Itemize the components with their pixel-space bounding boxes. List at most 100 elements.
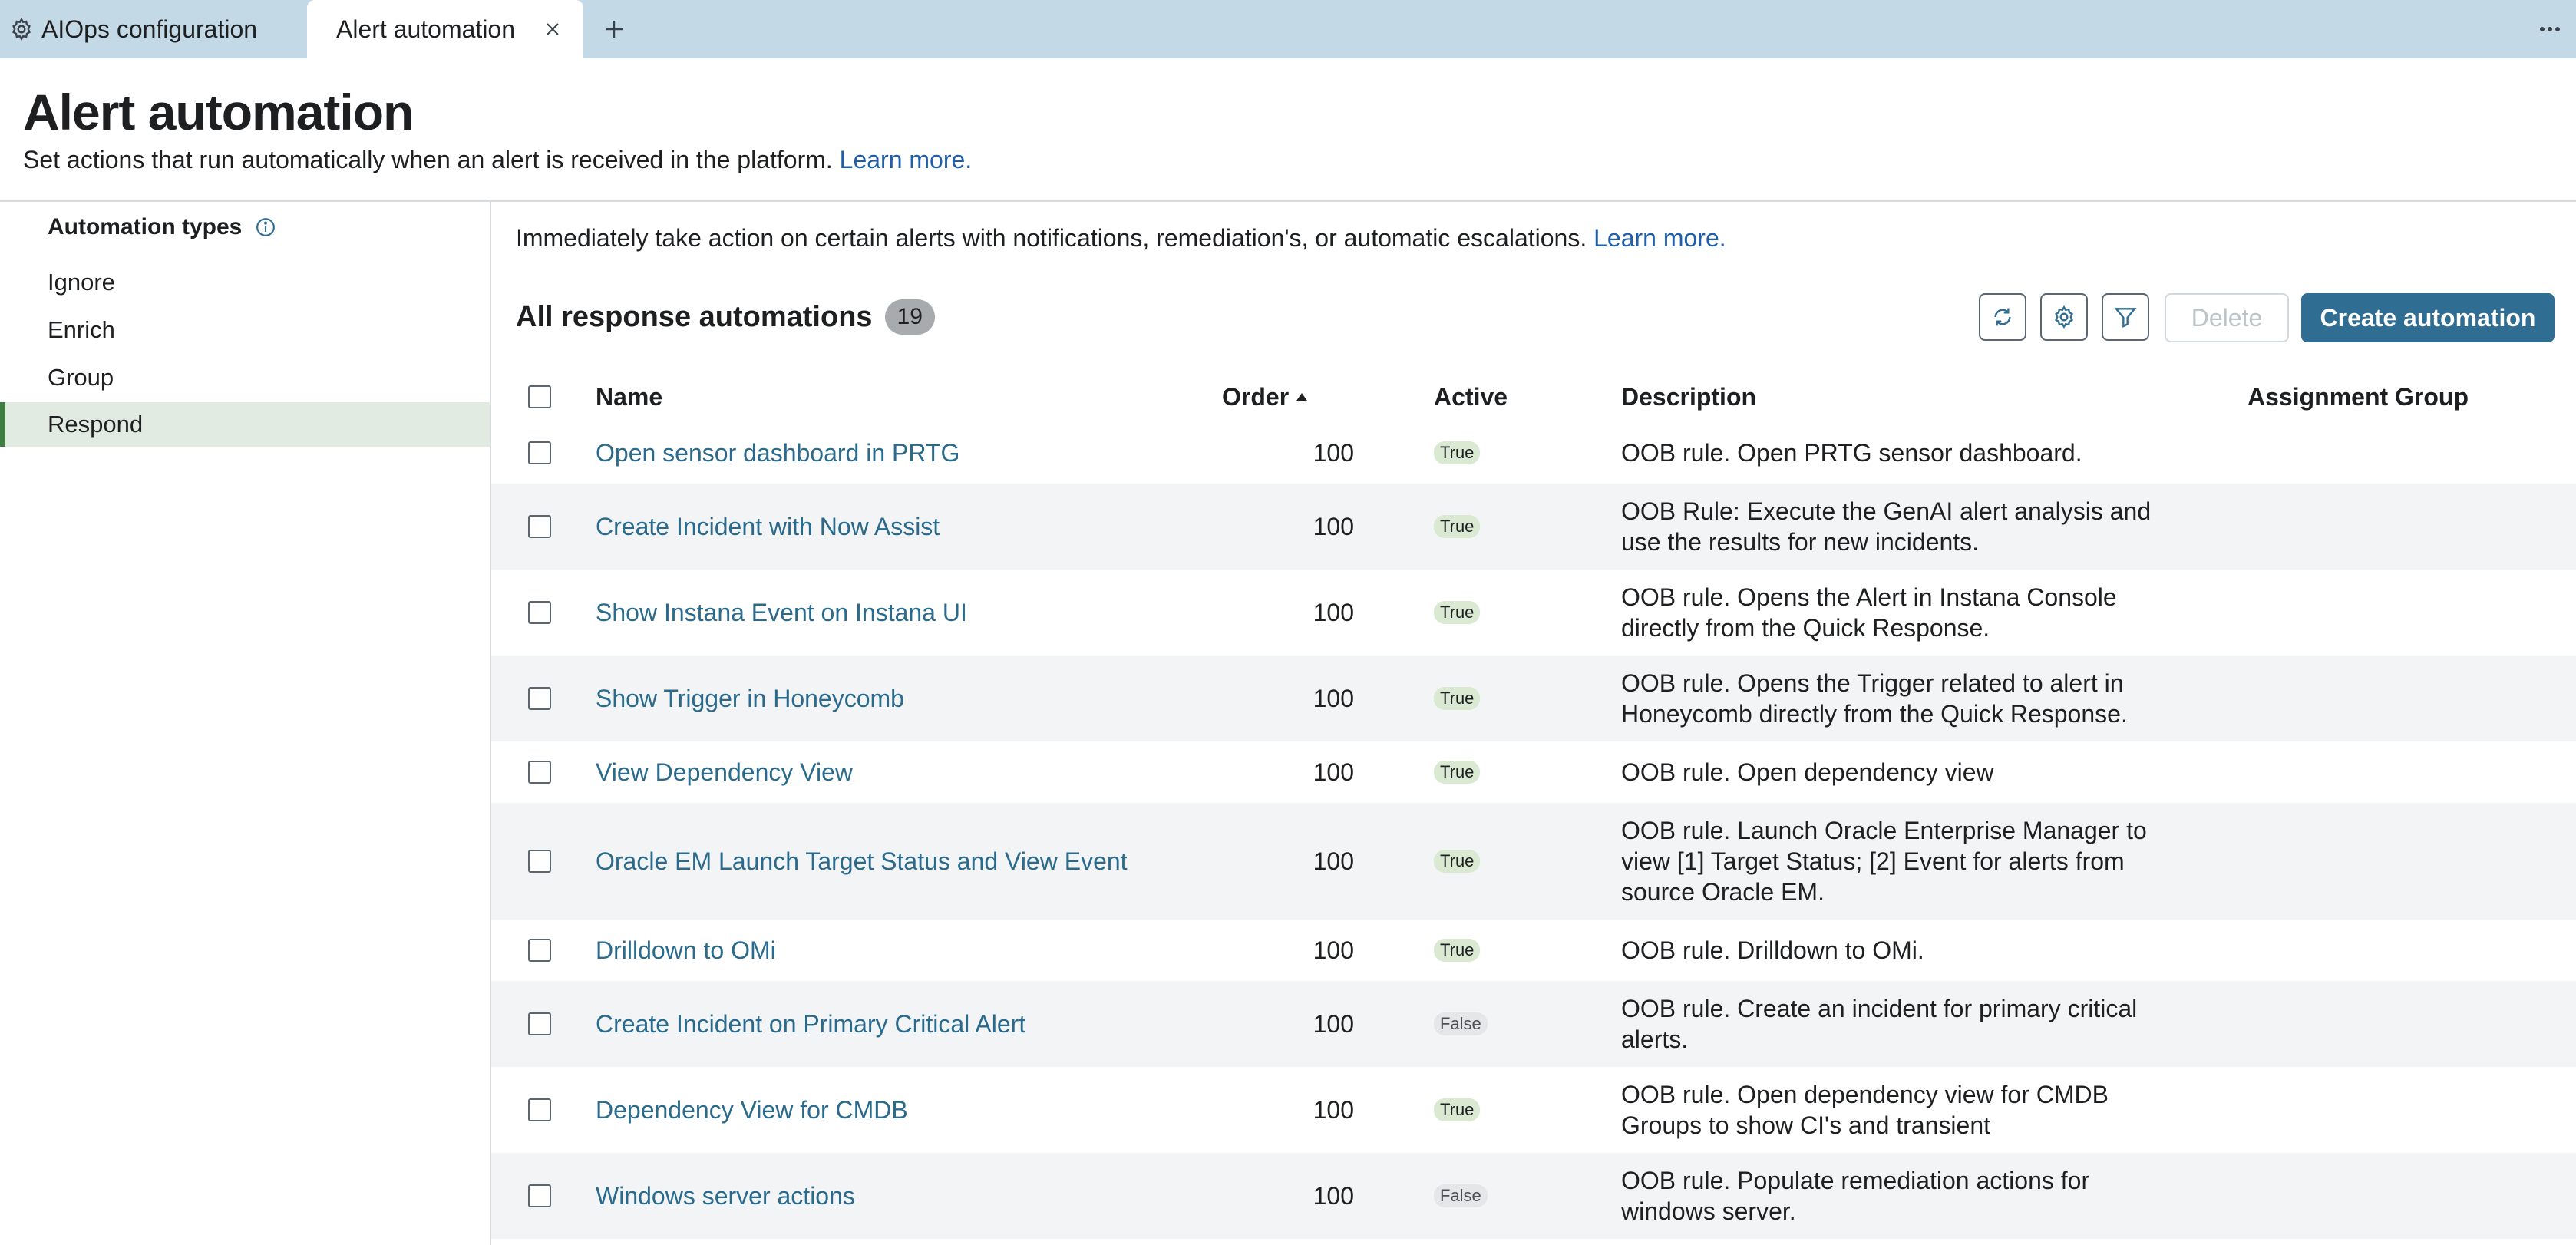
description-text: OOB rule. Open dependency view for CMDB … [1621,1081,2109,1139]
automation-name-link[interactable]: Create Incident with Now Assist [596,512,940,540]
active-badge: True [1434,441,1481,465]
active-cell: True [1434,1067,1481,1153]
intro-description: Immediately take action on certain alert… [516,224,1587,252]
select-all-checkbox[interactable] [528,385,551,408]
description-text: OOB rule. Drilldown to OMi. [1621,936,1924,964]
filter-button[interactable] [2102,293,2149,341]
automation-name-link[interactable]: View Dependency View [596,758,854,786]
intro-text: Immediately take action on certain alert… [516,224,1726,253]
tab-aiops-configuration[interactable]: AIOps configuration [9,0,257,58]
description-text: OOB rule. Opens the Alert in Instana Con… [1621,583,2117,642]
subtitle-text: Set actions that run automatically when … [23,146,833,173]
description-text: OOB rule. Opens the Trigger related to a… [1621,669,2128,728]
table-body: Open sensor dashboard in PRTG 100 True OOB … [491,422,2576,1239]
sidebar-item-label: Ignore [48,269,115,296]
sidebar-item-label: Group [48,364,114,391]
row-checkbox[interactable] [528,939,551,962]
row-checkbox-cell [528,656,551,741]
row-checkbox[interactable] [528,1012,551,1035]
sidebar: Automation types Ignore Enrich Group Res… [0,202,491,1245]
section-title-label: All response automations [516,300,873,333]
create-automation-button[interactable]: Create automation [2301,293,2555,342]
row-checkbox-cell [528,484,551,570]
table-row[interactable]: Create Incident with Now Assist 100 True OO… [491,484,2576,570]
learn-more-link[interactable]: Learn more. [1593,224,1726,252]
gear-icon [9,17,34,41]
column-header-assignment-group[interactable]: Assignment Group [2247,382,2469,411]
row-checkbox[interactable] [528,687,551,710]
table-row[interactable]: Windows server actions 100 False OOB rule. … [491,1153,2576,1239]
sidebar-item-respond[interactable]: Respond [0,402,490,447]
sidebar-item-enrich[interactable]: Enrich [0,308,490,352]
column-header-description[interactable]: Description [1621,382,1757,411]
table-row[interactable]: Show Trigger in Honeycomb 100 True OOB rule… [491,656,2576,741]
row-checkbox[interactable] [528,515,551,538]
automation-name-link[interactable]: Show Instana Event on Instana UI [596,598,967,626]
sidebar-heading-label: Automation types [48,214,243,239]
row-checkbox[interactable] [528,850,551,873]
description-text: OOB rule. Open dependency view [1621,758,1994,786]
close-icon[interactable] [539,15,566,43]
name-cell: Create Incident with Now Assist [596,484,940,570]
automation-name-link[interactable]: Dependency View for CMDB [596,1095,908,1124]
automation-name-link[interactable]: Windows server actions [596,1181,855,1210]
column-header-active[interactable]: Active [1434,382,1508,411]
row-checkbox[interactable] [528,761,551,784]
table-row[interactable]: Oracle EM Launch Target Status and View … [491,803,2576,920]
description-cell: OOB rule. Populate remediation actions f… [1621,1153,2158,1239]
sidebar-item-group[interactable]: Group [0,355,490,400]
row-checkbox[interactable] [528,441,551,464]
filter-icon [2113,305,2138,329]
refresh-button[interactable] [1979,293,2026,341]
automation-name-link[interactable]: Create Incident on Primary Critical Aler… [596,1009,1026,1038]
row-checkbox[interactable] [528,1184,551,1207]
row-checkbox-cell [528,1067,551,1153]
active-cell: False [1434,981,1488,1067]
active-badge: True [1434,686,1481,711]
description-cell: OOB rule. Opens the Trigger related to a… [1621,656,2158,741]
table-row[interactable]: Dependency View for CMDB 100 True OOB rule.… [491,1067,2576,1153]
tab-alert-automation[interactable]: Alert automation [307,0,583,58]
sidebar-item-ignore[interactable]: Ignore [0,260,490,305]
column-header-order-label: Order [1222,382,1290,411]
row-checkbox-cell [528,570,551,656]
order-cell: 100 [1313,512,1354,540]
tab-label: Alert automation [336,15,516,43]
column-header-name[interactable]: Name [596,382,663,411]
learn-more-link[interactable]: Learn more. [839,146,973,173]
table-row[interactable]: Create Incident on Primary Critical Aler… [491,981,2576,1067]
row-checkbox[interactable] [528,601,551,624]
info-icon[interactable] [256,217,276,237]
automation-name-link[interactable]: Open sensor dashboard in PRTG [596,438,960,467]
table-row[interactable]: Drilldown to OMi 100 True OOB rule. Drilldo… [491,920,2576,981]
name-cell: Oracle EM Launch Target Status and View … [596,803,1128,920]
column-header-order[interactable]: Order [1222,372,1309,422]
description-cell: OOB rule. Drilldown to OMi. [1621,920,2158,981]
automation-name-link[interactable]: Show Trigger in Honeycomb [596,684,904,712]
header-divider [0,200,2576,202]
tab-bar: AIOps configuration Alert automation [0,0,2576,58]
tab-label: AIOps configuration [41,15,258,43]
table-row[interactable]: Open sensor dashboard in PRTG 100 True OOB … [491,422,2576,484]
order-cell: 100 [1313,598,1354,626]
delete-button[interactable]: Delete [2165,293,2289,342]
name-cell: View Dependency View [596,741,853,803]
row-checkbox[interactable] [528,1098,551,1121]
page-title: Alert automation [23,84,414,140]
description-cell: OOB rule. Opens the Alert in Instana Con… [1621,570,2158,656]
table-row[interactable]: View Dependency View 100 True OOB rule. Ope… [491,741,2576,803]
automation-name-link[interactable]: Oracle EM Launch Target Status and View … [596,847,1128,875]
select-all-checkbox-cell [528,372,551,422]
description-cell: OOB rule. Open dependency view [1621,741,2158,803]
refresh-icon [1990,305,2015,329]
settings-button[interactable] [2040,293,2088,341]
automation-name-link[interactable]: Drilldown to OMi [596,936,776,964]
table-row[interactable]: Show Instana Event on Instana UI 100 True O… [491,570,2576,656]
more-options-icon[interactable] [2536,15,2564,43]
add-tab-icon[interactable] [599,15,629,43]
active-badge: True [1434,760,1481,784]
automations-table: Name Order Active Description Assignment… [491,372,2576,1239]
row-checkbox-cell [528,981,551,1067]
name-cell: Open sensor dashboard in PRTG [596,422,959,484]
